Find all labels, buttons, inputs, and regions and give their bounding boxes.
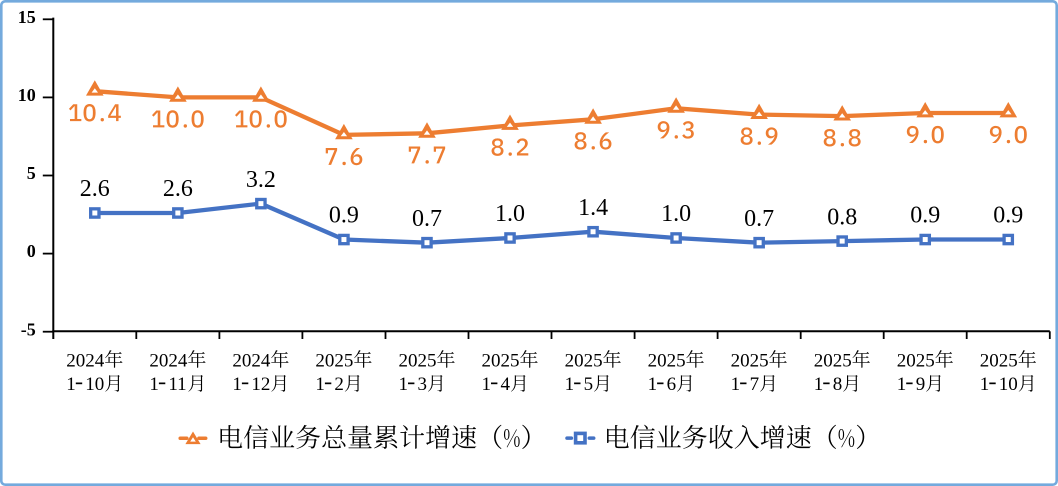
- svg-text:0.9: 0.9: [910, 203, 940, 229]
- svg-text:1: 1: [232, 374, 242, 395]
- svg-text:2025: 2025: [980, 350, 1018, 371]
- svg-text:10: 10: [85, 374, 104, 395]
- svg-text:1: 1: [648, 374, 658, 395]
- svg-text:0.7: 0.7: [412, 206, 442, 232]
- svg-text:3.2: 3.2: [246, 167, 276, 193]
- svg-text:2.6: 2.6: [163, 176, 193, 202]
- svg-text:0.7: 0.7: [744, 206, 774, 232]
- svg-text:1: 1: [814, 374, 824, 395]
- svg-text:2024: 2024: [149, 350, 188, 371]
- svg-text:2: 2: [334, 374, 344, 395]
- svg-text:11: 11: [168, 374, 186, 395]
- svg-text:1: 1: [149, 374, 159, 395]
- svg-text:6: 6: [667, 374, 677, 395]
- svg-text:5: 5: [584, 374, 594, 395]
- svg-text:1: 1: [731, 374, 741, 395]
- svg-text:1: 1: [315, 374, 325, 395]
- svg-text:1.0: 1.0: [495, 201, 525, 227]
- svg-text:1: 1: [897, 374, 907, 395]
- svg-text:9: 9: [916, 374, 926, 395]
- svg-text:2025: 2025: [731, 350, 769, 371]
- svg-text:15: 15: [18, 7, 36, 27]
- svg-text:0.8: 0.8: [827, 204, 857, 230]
- svg-text:1: 1: [482, 374, 492, 395]
- svg-text:10: 10: [999, 374, 1018, 395]
- svg-text:2025: 2025: [399, 350, 437, 371]
- svg-text:8: 8: [833, 374, 843, 395]
- svg-text:2025: 2025: [897, 350, 935, 371]
- svg-text:1: 1: [980, 374, 990, 395]
- svg-text:1: 1: [399, 374, 409, 395]
- svg-text:10: 10: [18, 85, 36, 105]
- svg-text:2.6: 2.6: [80, 176, 110, 202]
- svg-text:1.4: 1.4: [578, 195, 608, 221]
- svg-text:2025: 2025: [648, 350, 686, 371]
- svg-text:1: 1: [565, 374, 575, 395]
- svg-text:2025: 2025: [315, 350, 353, 371]
- svg-text:7: 7: [750, 374, 760, 395]
- svg-text:3: 3: [418, 374, 428, 395]
- svg-text:5: 5: [27, 163, 36, 183]
- svg-text:4: 4: [501, 374, 511, 395]
- svg-text:12: 12: [251, 374, 270, 395]
- svg-text:-5: -5: [21, 319, 36, 339]
- svg-text:2024: 2024: [232, 350, 271, 371]
- svg-text:2025: 2025: [565, 350, 603, 371]
- svg-text:2024: 2024: [66, 350, 105, 371]
- svg-text:2025: 2025: [482, 350, 520, 371]
- svg-text:0.9: 0.9: [993, 203, 1023, 229]
- svg-text:1: 1: [66, 374, 76, 395]
- svg-text:0: 0: [27, 241, 36, 261]
- svg-text:2025: 2025: [814, 350, 852, 371]
- svg-text:1.0: 1.0: [661, 201, 691, 227]
- svg-text:0.9: 0.9: [329, 203, 359, 229]
